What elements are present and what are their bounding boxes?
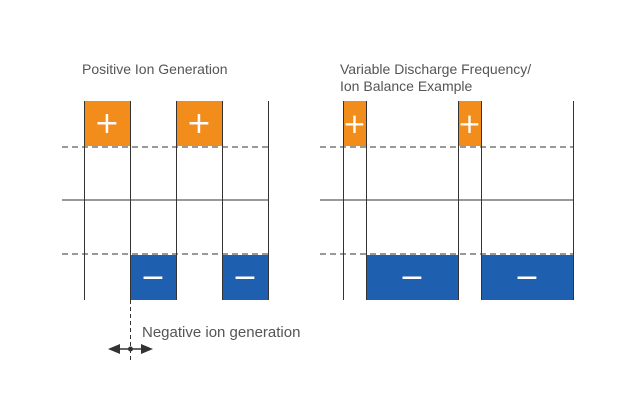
- right-negative-symbol-1: −: [399, 260, 424, 295]
- right-positive-pulse-2: [458, 101, 481, 146]
- left-negative-pulse-1: [130, 255, 176, 300]
- left-negative-pulse-2: [222, 255, 268, 300]
- left-positive-pulse-2: [176, 101, 222, 146]
- negative-ion-generation-label: Negative ion generation: [142, 324, 301, 341]
- right-negative-symbol-2: −: [514, 260, 539, 295]
- left-positive-symbol-2: +: [186, 106, 211, 141]
- negative-ion-arrow-center-dot: [128, 346, 133, 352]
- left-panel: + + − −: [62, 101, 269, 360]
- right-positive-symbol-1: +: [343, 107, 366, 140]
- left-panel-title: Positive Ion Generation: [82, 61, 228, 77]
- right-panel: + + − −: [320, 101, 574, 300]
- left-positive-pulse-1: [84, 101, 130, 146]
- right-panel-title-line1: Variable Discharge Frequency/: [340, 61, 532, 77]
- negative-ion-arrow-right-head: [141, 344, 153, 354]
- negative-ion-arrow-left-head: [108, 344, 120, 354]
- left-negative-symbol-2: −: [232, 260, 257, 295]
- left-positive-symbol-1: +: [94, 106, 119, 141]
- right-panel-title-line2: Ion Balance Example: [340, 78, 473, 94]
- right-positive-pulse-1: [343, 101, 366, 146]
- right-positive-symbol-2: +: [458, 107, 481, 140]
- left-negative-symbol-1: −: [140, 260, 165, 295]
- right-negative-pulse-1: [366, 255, 458, 300]
- right-negative-pulse-2: [481, 255, 573, 300]
